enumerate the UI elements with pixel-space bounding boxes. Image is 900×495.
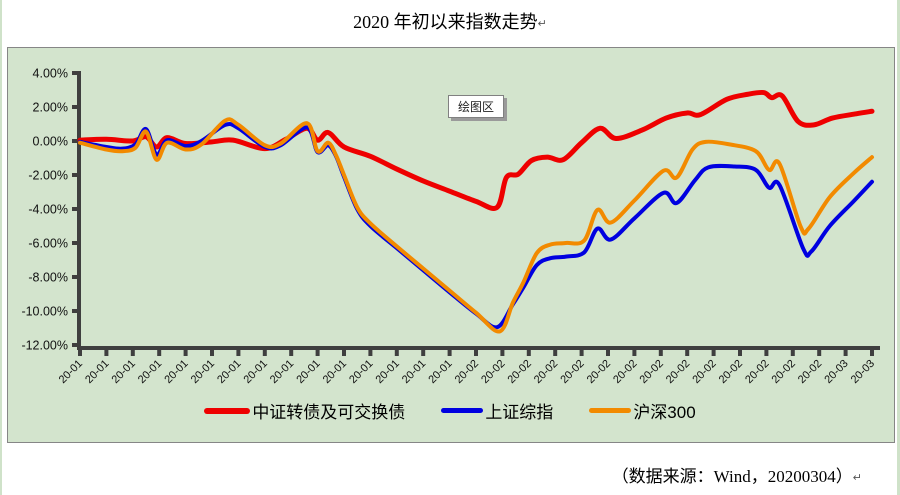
x-axis-label: 20-01 — [400, 358, 428, 386]
legend-item-1[interactable]: 中证转债及可交换债 — [204, 398, 405, 423]
legend-item-2[interactable]: 上证综指 — [441, 398, 553, 423]
plot-area[interactable]: 4.00% 2.00% 0.00% -2.00% -4.00% -6.00% -8.00% -… — [8, 48, 892, 440]
y-axis-label: -8.00% — [28, 271, 68, 285]
x-axis-label: 20-02 — [558, 358, 586, 386]
y-axis-label: 0.00% — [33, 135, 68, 149]
right-edge-strip — [897, 0, 900, 495]
x-axis-label: 20-02 — [638, 358, 666, 386]
tooltip-label: 绘图区 — [458, 100, 495, 114]
legend-line-swatch — [589, 408, 632, 413]
left-edge-strip — [0, 0, 2, 495]
legend-line-swatch — [441, 408, 484, 413]
x-axis-label: 20-01 — [374, 358, 402, 386]
y-axis-label: -4.00% — [28, 203, 68, 217]
legend-label: 中证转债及可交换债 — [252, 403, 406, 422]
y-axis-label: 2.00% — [33, 101, 68, 115]
chart-legend[interactable]: 中证转债及可交换债 上证综指 沪深300 — [8, 398, 892, 423]
x-axis-label: 20-01 — [110, 358, 138, 386]
x-axis-label: 20-02 — [664, 358, 692, 386]
legend-label: 上证综指 — [485, 403, 554, 422]
x-axis-label: 20-01 — [83, 358, 111, 386]
y-axis-label: 4.00% — [33, 67, 68, 81]
chart-title: 2020 年初以来指数走势↵ — [0, 8, 900, 34]
y-axis-label: -2.00% — [28, 169, 68, 183]
x-axis-label: 20-01 — [215, 358, 243, 386]
x-axis-label: 20-02 — [479, 358, 507, 386]
chart-title-text: 2020 年初以来指数走势 — [353, 12, 538, 32]
x-axis-label: 20-01 — [294, 358, 322, 386]
x-axis-label: 20-01 — [189, 358, 217, 386]
y-axis-label: -6.00% — [28, 237, 68, 251]
y-axis-label: -10.00% — [21, 305, 68, 319]
x-axis-label: 20-02 — [532, 358, 560, 386]
x-axis-label: 20-02 — [611, 358, 639, 386]
x-axis-label: 20-01 — [268, 358, 296, 386]
x-axis-label: 20-03 — [849, 358, 877, 386]
legend-line-swatch — [204, 407, 251, 414]
x-axis-label: 20-03 — [822, 358, 850, 386]
x-axis-label: 20-02 — [743, 358, 771, 386]
x-axis-label: 20-02 — [770, 358, 798, 386]
x-axis-label: 20-02 — [717, 358, 745, 386]
legend-item-3[interactable]: 沪深300 — [589, 398, 696, 423]
data-source-note: （数据来源：Wind，20200304）↵ — [612, 462, 862, 487]
paragraph-mark-icon: ↵ — [537, 18, 547, 30]
x-axis-label: 20-02 — [453, 358, 481, 386]
x-axis-label: 20-01 — [242, 358, 270, 386]
x-axis-label: 20-02 — [796, 358, 824, 386]
x-axis-label: 20-02 — [690, 358, 718, 386]
legend-label: 沪深300 — [633, 403, 696, 422]
x-axis-label: 20-01 — [321, 358, 349, 386]
y-axis-label: -12.00% — [21, 339, 68, 353]
footer-text: （数据来源：Wind，20200304） — [611, 467, 853, 486]
series-line-1[interactable] — [77, 89, 875, 211]
x-axis-label: 20-01 — [347, 358, 375, 386]
paragraph-mark-icon: ↵ — [852, 472, 862, 484]
series-line-3[interactable] — [78, 117, 874, 334]
plot-area-tooltip: 绘图区 — [448, 95, 505, 118]
x-axis-label: 20-01 — [162, 358, 190, 386]
x-axis-label: 20-01 — [57, 358, 85, 386]
x-axis-label: 20-01 — [136, 358, 164, 386]
series-line-2[interactable] — [78, 121, 874, 330]
x-axis-label: 20-02 — [506, 358, 534, 386]
x-axis-label: 20-01 — [426, 358, 454, 386]
x-axis-label: 20-02 — [585, 358, 613, 386]
chart-object[interactable]: 4.00% 2.00% 0.00% -2.00% -4.00% -6.00% -8.00% -… — [7, 47, 895, 443]
